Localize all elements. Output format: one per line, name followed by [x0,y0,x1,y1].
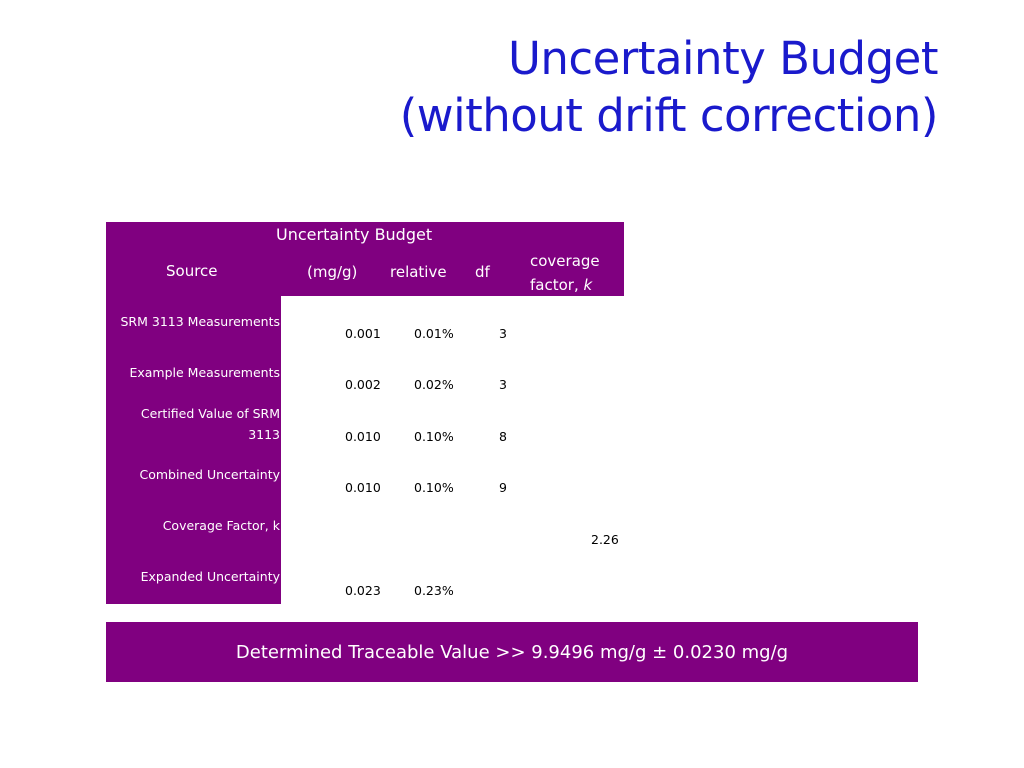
row-source-combined-uncertainty: Combined Uncertainty [139,467,280,482]
row-source-example-measurements: Example Measurements [129,365,280,380]
row-3-mg-g: 0.010 [345,429,381,444]
row-1-mg-g: 0.001 [345,326,381,341]
slide-title: Uncertainty Budget (without drift correc… [399,30,939,144]
header-df: df [475,263,490,281]
row-2-relative: 0.02% [414,377,454,392]
row-6-relative: 0.23% [414,583,454,598]
row-5-coverage: 2.26 [591,532,619,547]
header-coverage-k: k [583,276,593,294]
row-2-df: 3 [499,377,507,392]
source-column-band [106,296,281,604]
row-3-relative: 0.10% [414,429,454,444]
header-mg-g: (mg/g) [307,263,358,281]
row-1-df: 3 [499,326,507,341]
header-relative: relative [390,263,447,281]
determined-value-banner: Determined Traceable Value >> 9.9496 mg/… [106,622,918,682]
uncertainty-budget-table: Uncertainty Budget Source (mg/g) relativ… [106,222,624,604]
row-6-mg-g: 0.023 [345,583,381,598]
row-source-srm-measurements: SRM 3113 Measurements [120,314,281,329]
table-header-band [106,222,624,296]
table-caption: Uncertainty Budget [276,225,433,244]
row-3-df: 8 [499,429,507,444]
row-1-relative: 0.01% [414,326,454,341]
determined-value-text: Determined Traceable Value >> 9.9496 mg/… [235,641,789,663]
row-source-expanded-uncertainty: Expanded Uncertainty [140,569,280,584]
row-4-relative: 0.10% [414,480,454,495]
slide-title-line-2: (without drift correction) [399,89,939,142]
header-coverage-line-2: factor, [530,276,584,294]
slide-title-line-1: Uncertainty Budget [507,32,939,85]
header-coverage-factor: coverage factor, k [530,249,600,297]
header-coverage-line-1: coverage [530,252,600,270]
row-source-coverage-factor: Coverage Factor, k [162,518,280,533]
row-source-certified-value: Certified Value of SRM 3113 [140,406,280,442]
row-2-mg-g: 0.002 [345,377,381,392]
row-4-df: 9 [499,480,507,495]
row-4-mg-g: 0.010 [345,480,381,495]
header-source: Source [166,262,218,280]
